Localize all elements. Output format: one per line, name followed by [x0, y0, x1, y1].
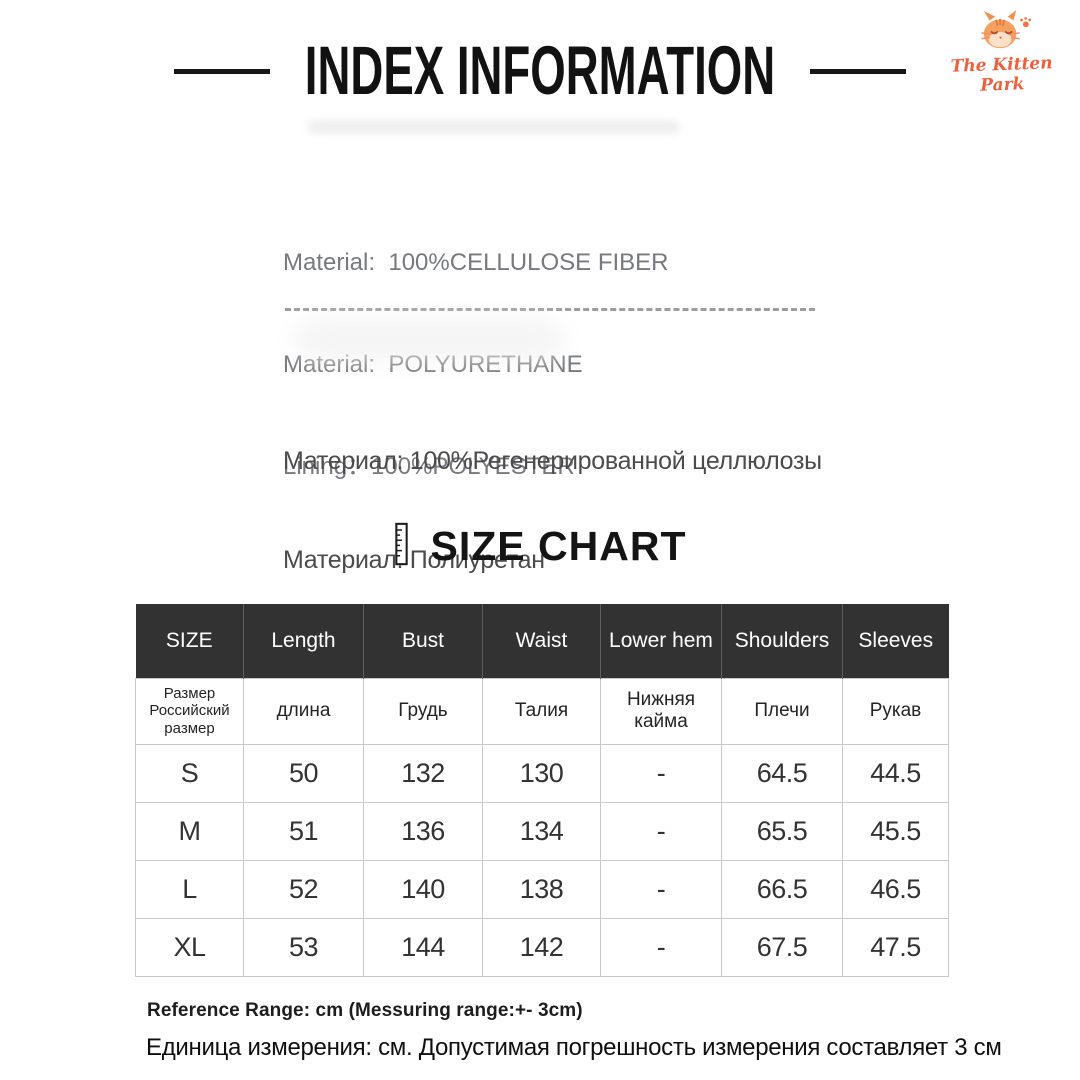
- cell: 44.5: [842, 743, 949, 803]
- brand-name: The Kitten Park: [950, 53, 1053, 96]
- cell: 144: [363, 917, 483, 977]
- cell: -: [600, 859, 722, 919]
- table-row-m: M 51 136 134 - 65.5 45.5: [135, 801, 949, 861]
- cell: S: [135, 743, 244, 803]
- size-table: SIZE Length Bust Waist Lower hem Shoulde…: [135, 604, 949, 977]
- cell: -: [600, 743, 722, 803]
- subheader-length-ru: длина: [243, 677, 364, 745]
- cell: 52: [243, 859, 364, 919]
- subheader-shoulders-ru: Плечи: [721, 677, 843, 745]
- cell: XL: [135, 917, 244, 977]
- header-lower-hem: Lower hem: [600, 604, 722, 678]
- cell: 51: [243, 801, 364, 861]
- header-bust: Bust: [363, 604, 483, 678]
- cell: 47.5: [842, 917, 949, 977]
- cell: 130: [482, 743, 601, 803]
- cell: 136: [363, 801, 483, 861]
- header-length: Length: [243, 604, 364, 678]
- cell: -: [600, 917, 722, 977]
- cell: 134: [482, 801, 601, 861]
- cell: 142: [482, 917, 601, 977]
- title-right-dash: [809, 68, 906, 74]
- background-smudge: [294, 318, 564, 362]
- cell: M: [135, 801, 244, 861]
- header-size: SIZE: [135, 604, 244, 678]
- header-shoulders: Shoulders: [721, 604, 843, 678]
- cell: -: [600, 801, 722, 861]
- cell: 45.5: [842, 801, 949, 861]
- cell: 46.5: [842, 859, 949, 919]
- subheader-lower-hem-ru: Нижняя кайма: [600, 677, 722, 745]
- cell: 50: [243, 743, 364, 803]
- cell: 67.5: [721, 917, 843, 977]
- dashed-divider: [285, 308, 815, 311]
- cell: 66.5: [721, 859, 843, 919]
- cell: 138: [482, 859, 601, 919]
- page-title: INDEX INFORMATION: [304, 32, 776, 110]
- cell: 64.5: [721, 743, 843, 803]
- brand-logo: The Kitten Park: [936, 10, 1068, 96]
- cell: L: [135, 859, 244, 919]
- material-line: Материал: 100%Регенерированной целлюлозы: [283, 447, 822, 475]
- cell: 140: [363, 859, 483, 919]
- table-row-l: L 52 140 138 - 66.5 46.5: [135, 859, 949, 919]
- paw-icon: [1020, 17, 1032, 28]
- material-line: Lining：100%POLYESTER: [283, 453, 575, 480]
- table-row-s: S 50 132 130 - 64.5 44.5: [135, 743, 949, 803]
- table-subheader-row-ru: Размер Российский размер длина Грудь Тал…: [135, 677, 949, 745]
- header-sleeves: Sleeves: [842, 604, 949, 678]
- table-row-xl: XL 53 144 142 - 67.5 47.5: [135, 917, 949, 977]
- materials-english: Material: 100%CELLULOSE FIBER Material: …: [283, 178, 669, 518]
- cell: 132: [363, 743, 483, 803]
- subheader-sleeves-ru: Рукав: [842, 677, 949, 745]
- ruler-icon: [394, 522, 409, 571]
- material-line: Материал: Полиуретан: [283, 546, 545, 574]
- subheader-waist-ru: Талия: [482, 677, 601, 745]
- size-chart-title: SIZE CHART: [430, 523, 687, 569]
- title-smudge: [308, 120, 680, 134]
- cat-logo-icon: [971, 10, 1033, 56]
- title-left-dash: [174, 68, 271, 74]
- size-chart-heading: SIZE CHART: [0, 522, 1080, 571]
- table-header-row: SIZE Length Bust Waist Lower hem Shoulde…: [135, 604, 949, 678]
- cell: 65.5: [721, 801, 843, 861]
- material-line: Material: 100%CELLULOSE FIBER: [283, 249, 669, 276]
- subheader-size-ru: Размер Российский размер: [135, 677, 244, 745]
- header-waist: Waist: [482, 604, 601, 678]
- subheader-bust-ru: Грудь: [363, 677, 483, 745]
- title-row: INDEX INFORMATION: [0, 33, 1080, 109]
- cell: 53: [243, 917, 364, 977]
- reference-note-ru: Единица измерения: см. Допустимая погреш…: [146, 1034, 1002, 1061]
- reference-note-en: Reference Range: cm (Messuring range:+- …: [147, 1000, 583, 1021]
